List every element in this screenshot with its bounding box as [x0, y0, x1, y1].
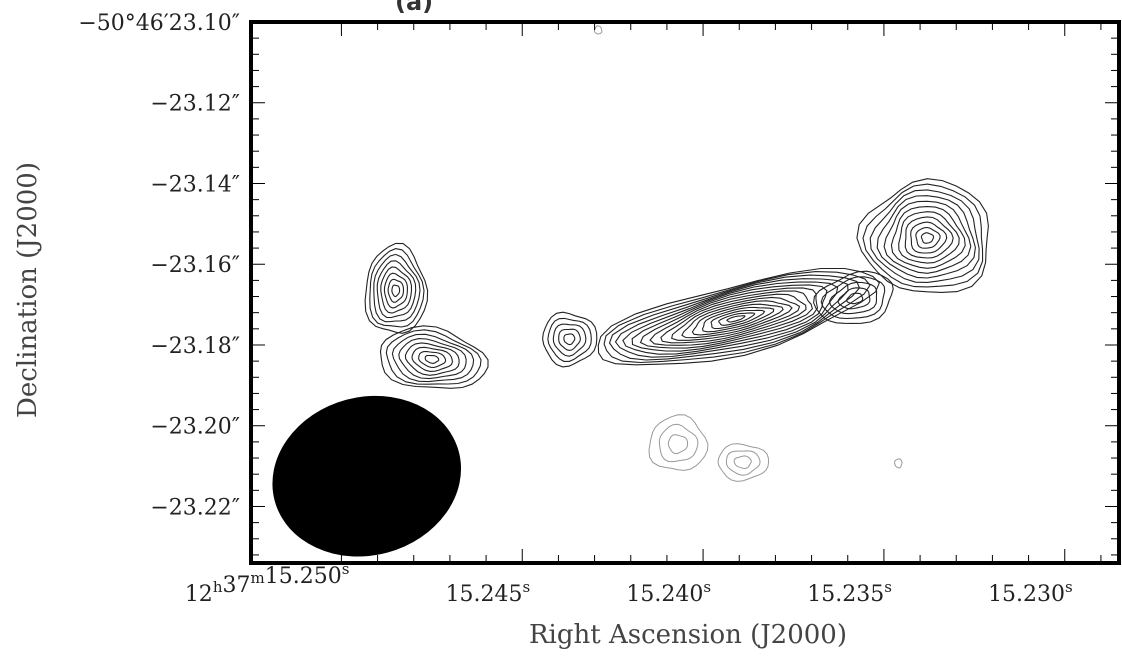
contour-line: [387, 278, 405, 303]
y-tick-label: −23.20″: [150, 415, 240, 440]
contour-line: [608, 274, 861, 361]
contour-line: [660, 293, 807, 344]
x-tick-label: 15.240s: [626, 578, 711, 607]
contour-line: [671, 296, 801, 341]
contour-line: [547, 317, 592, 362]
contour-line: [631, 284, 828, 352]
contour-line: [856, 178, 989, 293]
contour-line: [614, 278, 849, 358]
contour-line: [380, 266, 413, 314]
contour-line: [391, 333, 475, 383]
contour-line: [383, 272, 408, 309]
contour-line: [920, 232, 935, 244]
x-tick-label: 15.245s: [446, 578, 531, 607]
contour-line: [701, 306, 775, 333]
contour-line: [846, 292, 864, 305]
contour-line: [385, 329, 482, 385]
negative-contour-layer: [593, 25, 903, 482]
negative-contour-line: [667, 434, 689, 455]
contour-line: [622, 281, 839, 355]
y-tick-label: −23.14″: [150, 172, 240, 197]
negative-contour-line: [733, 455, 752, 470]
contour-line: [398, 338, 467, 380]
y-tick-label: −23.16″: [150, 253, 240, 278]
x-tick-label: 15.230s: [988, 578, 1073, 607]
contour-line: [558, 328, 581, 351]
contour-line: [424, 354, 440, 364]
contour-line: [910, 221, 948, 254]
contour-line: [376, 260, 417, 319]
contour-line: [813, 270, 894, 324]
contour-line: [876, 195, 976, 279]
contour-line: [820, 276, 886, 320]
contour-line: [681, 300, 793, 339]
contour-layer: [364, 178, 989, 389]
contour-line: [890, 206, 966, 269]
contour-line: [726, 315, 746, 323]
contour-line: [904, 216, 954, 259]
contour-line: [418, 351, 447, 369]
y-tick-label: −23.18″: [150, 334, 240, 359]
contour-line: [597, 267, 880, 366]
y-tick-label: −50°46′23.10″: [78, 11, 240, 36]
contour-line: [391, 284, 401, 298]
contour-line: [603, 271, 871, 364]
contour-line: [649, 290, 814, 346]
contour-line: [691, 303, 784, 336]
y-tick-labels: −50°46′23.10″ −23.12″ −23.14″ −23.16″ −23.18…: [78, 11, 240, 520]
negative-contour-line: [593, 25, 603, 35]
y-tick-label: −23.12″: [150, 92, 240, 117]
contour-line: [829, 281, 878, 315]
contour-line: [552, 323, 587, 357]
negative-contour-line: [894, 458, 903, 469]
beam-ellipse: [272, 395, 462, 557]
contour-line: [862, 183, 984, 288]
negative-contour-line: [658, 423, 699, 463]
contour-line: [411, 346, 453, 372]
contour-line: [404, 342, 460, 376]
axis-ticks: [251, 21, 1119, 563]
contour-line: [869, 189, 980, 283]
x-axis-title: Right Ascension (J2000): [529, 620, 847, 650]
contour-line: [710, 309, 766, 330]
contour-line: [915, 226, 941, 249]
x-tick-label: 15.235s: [807, 578, 892, 607]
contour-line: [563, 333, 576, 346]
y-tick-label: −23.22″: [150, 495, 240, 520]
contour-line: [898, 211, 960, 264]
chart-title: (a): [395, 0, 433, 16]
contour-line: [837, 287, 871, 310]
negative-contour-line: [648, 414, 709, 471]
contour-line: [369, 248, 425, 328]
contour-line: [542, 311, 598, 368]
negative-contour-line: [725, 450, 761, 476]
plot-frame: [249, 20, 1121, 565]
y-axis-title: Declination (J2000): [13, 162, 43, 418]
x-tick-label: 12h37m15.250s: [185, 560, 350, 607]
contour-line: [379, 325, 489, 389]
contour-line: [373, 253, 421, 323]
contour-line: [639, 287, 819, 349]
beam-layer: [272, 395, 462, 557]
contour-line: [883, 200, 972, 274]
negative-contour-line: [717, 443, 770, 482]
contour-line: [364, 242, 429, 334]
x-tick-labels: 12h37m15.250s 15.245s 15.240s 15.235s 15.230…: [185, 560, 1073, 607]
contour-line: [718, 312, 756, 326]
